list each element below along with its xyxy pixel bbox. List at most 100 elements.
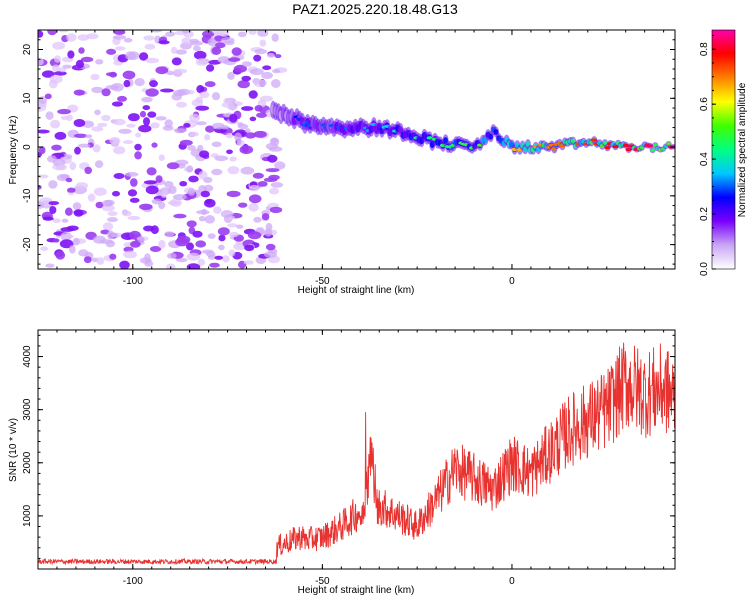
heatmap-noise-cell — [176, 101, 187, 108]
heatmap-noise-cell — [95, 59, 104, 65]
heatmap-noise-cell — [135, 132, 142, 138]
heatmap-noise-cell — [257, 181, 268, 187]
heatmap-noise-cell — [227, 223, 238, 228]
heatmap-noise-cell — [130, 178, 138, 187]
heatmap-noise-cell — [211, 141, 222, 148]
heatmap-noise-cell — [236, 139, 245, 147]
heatmap-noise-cell — [166, 263, 176, 269]
heatmap-noise-cell — [233, 242, 245, 251]
snr-ytick-label: 1000 — [22, 504, 33, 527]
heatmap-noise-cell — [123, 250, 137, 259]
heatmap-noise-cell — [228, 249, 236, 257]
spectrogram-ylabel: Frequency (Hz) — [8, 116, 19, 185]
heatmap-noise-cell — [197, 258, 206, 266]
snr-frame — [37, 329, 676, 570]
heatmap-noise-cell — [272, 68, 281, 74]
heatmap-noise-cell — [204, 215, 215, 224]
spectrogram-frame — [37, 29, 676, 270]
heatmap-noise-cell — [73, 119, 86, 127]
heatmap-noise-cell — [196, 210, 210, 215]
heatmap-noise-cell — [267, 154, 278, 163]
heatmap-noise-cell — [47, 30, 58, 36]
heatmap-noise-cell — [271, 33, 279, 42]
heatmap-noise-cell — [55, 251, 66, 260]
heatmap-noise-cell — [84, 166, 92, 175]
heatmap-noise-cell — [94, 160, 104, 169]
heatmap-noise-cell — [151, 142, 158, 148]
colorbar-tick-label: 0.2 — [699, 207, 710, 221]
heatmap-noise-cell — [149, 246, 162, 252]
heatmap-noise-cell — [107, 211, 118, 217]
heatmap-noise-cell — [73, 209, 84, 217]
colorbar-label: Normalized spectral amplitude — [737, 82, 748, 217]
heatmap-noise-cell — [134, 143, 142, 151]
heatmap-noise-cell — [68, 245, 76, 254]
heatmap-noise-cell — [245, 132, 256, 139]
heatmap-noise-cell — [221, 211, 234, 216]
heatmap-noise-cell — [118, 128, 132, 134]
heatmap-noise-cell — [237, 122, 244, 127]
heatmap-noise-cell — [213, 206, 222, 214]
spectrogram-ytick-label: 10 — [22, 92, 33, 104]
heatmap-noise-cell — [240, 166, 255, 175]
heatmap-noise-cell — [250, 68, 264, 76]
heatmap-noise-cell — [189, 131, 199, 137]
heatmap-noise-cell — [49, 74, 63, 84]
heatmap-noise-cell — [187, 188, 196, 196]
heatmap-noise-cell — [155, 66, 169, 75]
heatmap-noise-cell — [101, 88, 111, 97]
heatmap-noise-cell — [109, 253, 117, 260]
heatmap-noise-cell — [254, 48, 268, 55]
heatmap-noise-cell — [113, 30, 126, 35]
heatmap-noise-cell — [253, 216, 262, 223]
heatmap-noise-cell — [199, 91, 210, 99]
heatmap-noise-cell — [145, 57, 159, 64]
heatmap-noise-cell — [265, 168, 280, 173]
heatmap-noise-cell — [175, 49, 187, 55]
heatmap-noise-cell — [268, 146, 283, 152]
heatmap-noise-cell — [171, 46, 178, 55]
heatmap-noise-cell — [93, 235, 106, 244]
heatmap-noise-cell — [228, 57, 241, 62]
heatmap-noise-cell — [193, 50, 207, 60]
heatmap-noise-cell — [113, 118, 126, 126]
heatmap-noise-cell — [147, 111, 157, 118]
heatmap-noise-cell — [212, 122, 225, 130]
heatmap-noise-cell — [264, 251, 277, 258]
heatmap-noise-cell — [167, 200, 180, 206]
heatmap-noise-cell — [186, 220, 197, 228]
heatmap-noise-cell — [112, 190, 120, 197]
heatmap-noise-cell — [143, 225, 155, 232]
snr-ytick-label: 4000 — [22, 345, 33, 368]
heatmap-noise-cell — [53, 71, 67, 76]
heatmap-noise-cell — [78, 47, 85, 54]
heatmap-ridge-body — [488, 133, 494, 140]
heatmap-noise-cell — [168, 185, 177, 195]
heatmap-noise-cell — [51, 144, 62, 151]
heatmap-noise-cell — [176, 235, 191, 244]
heatmap-noise-cell — [188, 90, 195, 95]
heatmap-noise-cell — [192, 230, 203, 238]
heatmap-noise-cell — [248, 184, 260, 192]
heatmap-noise-cell — [90, 73, 100, 81]
heatmap-noise-cell — [101, 114, 111, 122]
heatmap-noise-cell — [211, 168, 223, 176]
heatmap-noise-cell — [54, 131, 67, 140]
heatmap-noise-cell — [274, 161, 286, 170]
colorbar-frame — [711, 29, 736, 270]
heatmap-noise-cell — [102, 199, 113, 207]
heatmap-noise-cell — [85, 134, 93, 139]
heatmap-noise-cell — [248, 194, 262, 204]
heatmap-noise-cell — [48, 180, 58, 189]
chart-title: PAZ1.2025.220.18.48.G13 — [292, 1, 458, 17]
heatmap-noise-cell — [233, 64, 247, 73]
heatmap-noise-cell — [150, 122, 160, 129]
heatmap-noise-cell — [181, 37, 192, 45]
heatmap-noise-cell — [123, 79, 131, 88]
heatmap-noise-cell — [101, 204, 115, 212]
spectrogram-ytick-label: 0 — [22, 144, 33, 150]
heatmap-noise-cell — [75, 182, 88, 190]
heatmap-noise-cell — [248, 90, 258, 99]
snr-ytick-label: 3000 — [22, 398, 33, 421]
heatmap-noise-cell — [117, 95, 127, 102]
